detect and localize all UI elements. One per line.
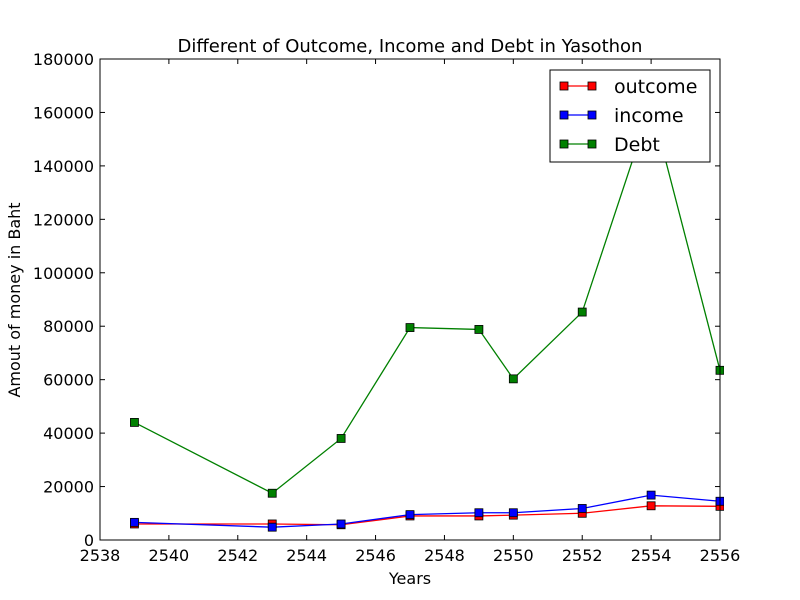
x-tick-label: 2546 [355,546,396,565]
y-tick-label: 80000 [43,317,94,336]
data-point-income [336,519,346,529]
data-point-debt [405,323,415,332]
y-tick-label: 180000 [33,50,94,69]
series-layer [130,100,724,532]
chart-title: Different of Outcome, Income and Debt in… [178,36,643,57]
legend-marker-debt [587,139,597,149]
data-point-debt [508,374,518,384]
legend-marker-income [587,110,597,120]
data-point-income [130,517,139,527]
data-point-income [474,508,484,518]
x-tick-label: 2552 [562,546,603,565]
data-point-debt [474,325,484,334]
series-line-outcome [134,505,721,526]
data-point-income [267,522,277,532]
x-tick-label: 2544 [286,546,327,565]
legend-label-outcome: outcome [614,76,697,98]
y-axis-title: Amout of money in Baht [5,202,24,397]
y-tick-label: 120000 [33,210,94,229]
data-point-debt [130,418,139,427]
y-tick-label: 160000 [33,103,94,122]
y-tick-label: 100000 [33,264,94,283]
y-tick-label: 0 [84,531,94,550]
legend-label-income: income [614,105,684,127]
legend-marker-debt [559,139,569,149]
data-point-debt [267,488,277,498]
y-tick-label: 60000 [43,371,94,390]
x-tick-label: 2550 [493,546,534,565]
data-point-income [405,510,415,520]
x-axis-title: Years [388,569,431,588]
data-point-income [508,508,518,518]
legend-label-debt: Debt [614,134,660,156]
x-tick-label: 2540 [149,546,190,565]
series-line-income [134,494,721,528]
y-tick-label: 140000 [33,157,94,176]
legend-marker-outcome [587,81,597,91]
legend-box [549,69,711,163]
data-point-outcome [646,501,656,511]
y-tick-label: 20000 [43,478,94,497]
y-tick-label: 40000 [43,424,94,443]
axis-ticks: 2538 2540 2542 2544 2546 2548 2550 2552 2554 2556… [33,50,740,565]
plot-area-frame [99,58,721,541]
x-tick-label: 2556 [700,546,741,565]
data-point-debt [336,434,346,443]
x-tick-label: 2554 [631,546,672,565]
series-line-debt [134,102,721,495]
x-tick-label: 2548 [424,546,465,565]
data-point-income [577,504,587,513]
legend-marker-outcome [559,81,569,91]
data-point-debt [577,307,587,317]
x-tick-label: 2538 [80,546,121,565]
legend-marker-income [559,110,569,120]
x-tick-label: 2542 [217,546,258,565]
data-point-income [646,490,656,500]
legend: outcome income Debt [549,69,711,163]
